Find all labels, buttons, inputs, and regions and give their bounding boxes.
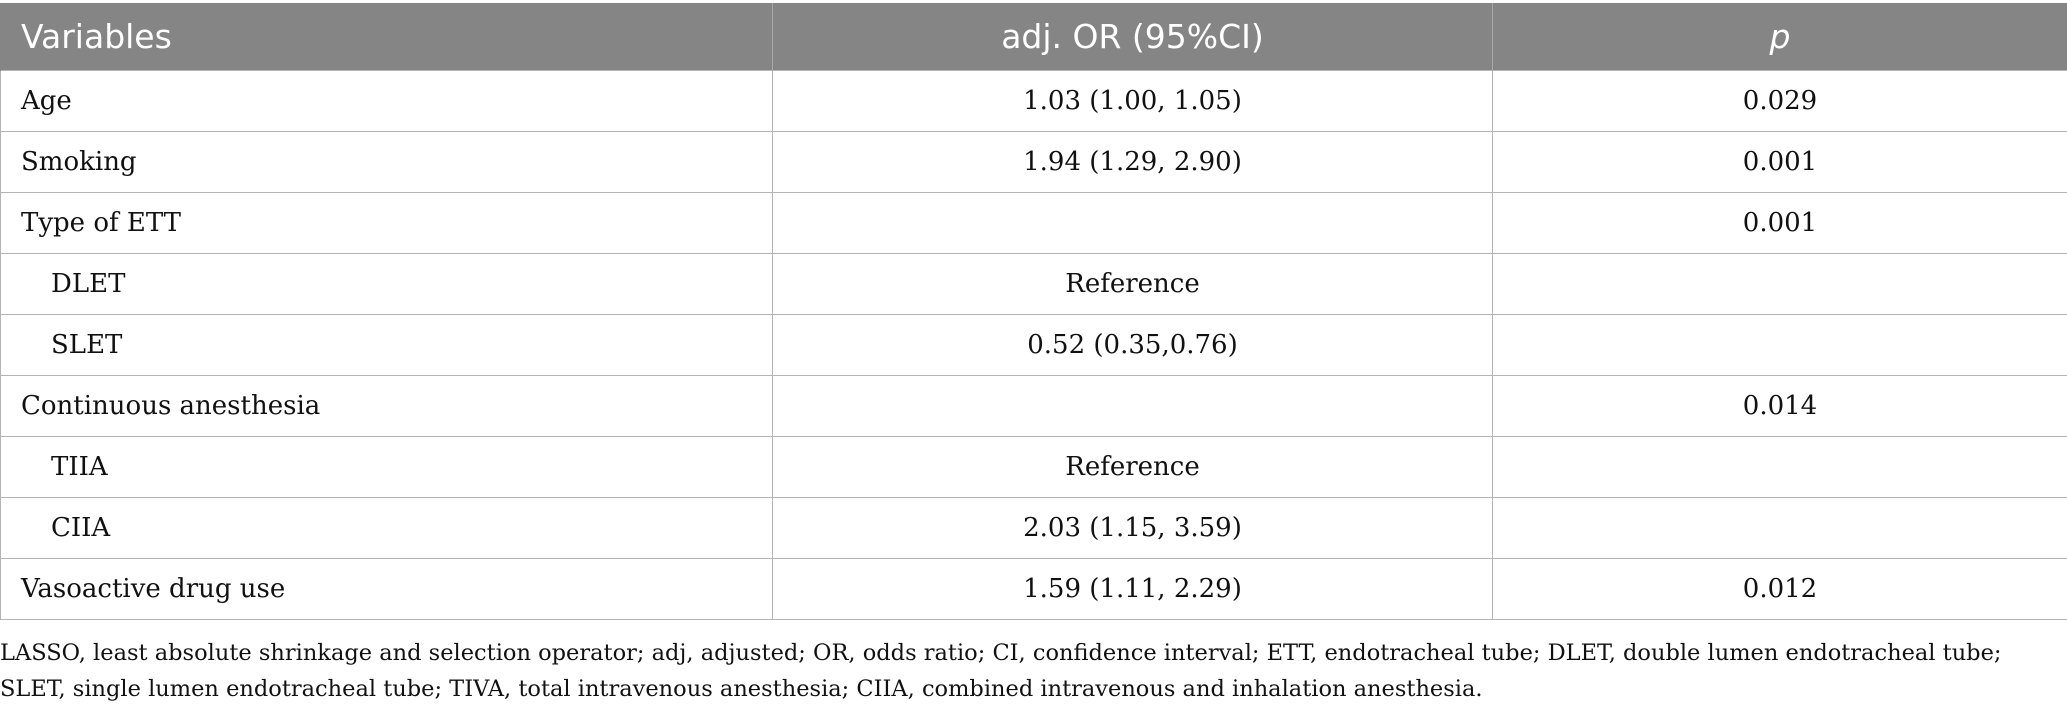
results-table-container: Variables adj. OR (95%CI) p Age 1.03 (1.0… xyxy=(0,3,2067,620)
table-row: TIIA Reference xyxy=(0,436,2067,498)
table-row: Type of ETT 0.001 xyxy=(0,192,2067,254)
cell-adj-or: 2.03 (1.15, 3.59) xyxy=(772,497,1493,559)
table-row: Continuous anesthesia 0.014 xyxy=(0,375,2067,437)
cell-adj-or: 1.03 (1.00, 1.05) xyxy=(772,70,1493,132)
results-table: Variables adj. OR (95%CI) p Age 1.03 (1.0… xyxy=(0,3,2067,620)
cell-adj-or xyxy=(772,375,1493,437)
cell-variable: SLET xyxy=(0,314,773,376)
cell-adj-or: Reference xyxy=(772,436,1493,498)
cell-adj-or: 1.94 (1.29, 2.90) xyxy=(772,131,1493,193)
cell-adj-or xyxy=(772,192,1493,254)
cell-p-value: 0.014 xyxy=(1492,375,2067,437)
cell-p-value: 0.029 xyxy=(1492,70,2067,132)
cell-variable: Smoking xyxy=(0,131,773,193)
table-row: SLET 0.52 (0.35,0.76) xyxy=(0,314,2067,376)
cell-p-value xyxy=(1492,497,2067,559)
table-row: DLET Reference xyxy=(0,253,2067,315)
cell-variable: Vasoactive drug use xyxy=(0,558,773,620)
cell-p-value xyxy=(1492,314,2067,376)
header-variables: Variables xyxy=(0,3,773,71)
cell-variable: Continuous anesthesia xyxy=(0,375,773,437)
header-p-value: p xyxy=(1492,3,2067,71)
cell-p-value: 0.012 xyxy=(1492,558,2067,620)
cell-variable: DLET xyxy=(0,253,773,315)
cell-p-value: 0.001 xyxy=(1492,131,2067,193)
cell-variable: Type of ETT xyxy=(0,192,773,254)
cell-adj-or: Reference xyxy=(772,253,1493,315)
table-row: Vasoactive drug use 1.59 (1.11, 2.29) 0.01… xyxy=(0,558,2067,620)
cell-variable: TIIA xyxy=(0,436,773,498)
table-row: Age 1.03 (1.00, 1.05) 0.029 xyxy=(0,70,2067,132)
table-header-row: Variables adj. OR (95%CI) p xyxy=(0,3,2067,71)
cell-variable: Age xyxy=(0,70,773,132)
cell-adj-or: 1.59 (1.11, 2.29) xyxy=(772,558,1493,620)
cell-variable: CIIA xyxy=(0,497,773,559)
table-row: Smoking 1.94 (1.29, 2.90) 0.001 xyxy=(0,131,2067,193)
cell-p-value xyxy=(1492,436,2067,498)
table-row: CIIA 2.03 (1.15, 3.59) xyxy=(0,497,2067,559)
table-body: Age 1.03 (1.00, 1.05) 0.029 Smoking 1.94 (1.… xyxy=(0,70,2067,620)
header-adj-or: adj. OR (95%CI) xyxy=(772,3,1493,71)
table-footnote: LASSO, least absolute shrinkage and sele… xyxy=(0,640,2002,702)
cell-adj-or: 0.52 (0.35,0.76) xyxy=(772,314,1493,376)
cell-p-value: 0.001 xyxy=(1492,192,2067,254)
cell-p-value xyxy=(1492,253,2067,315)
